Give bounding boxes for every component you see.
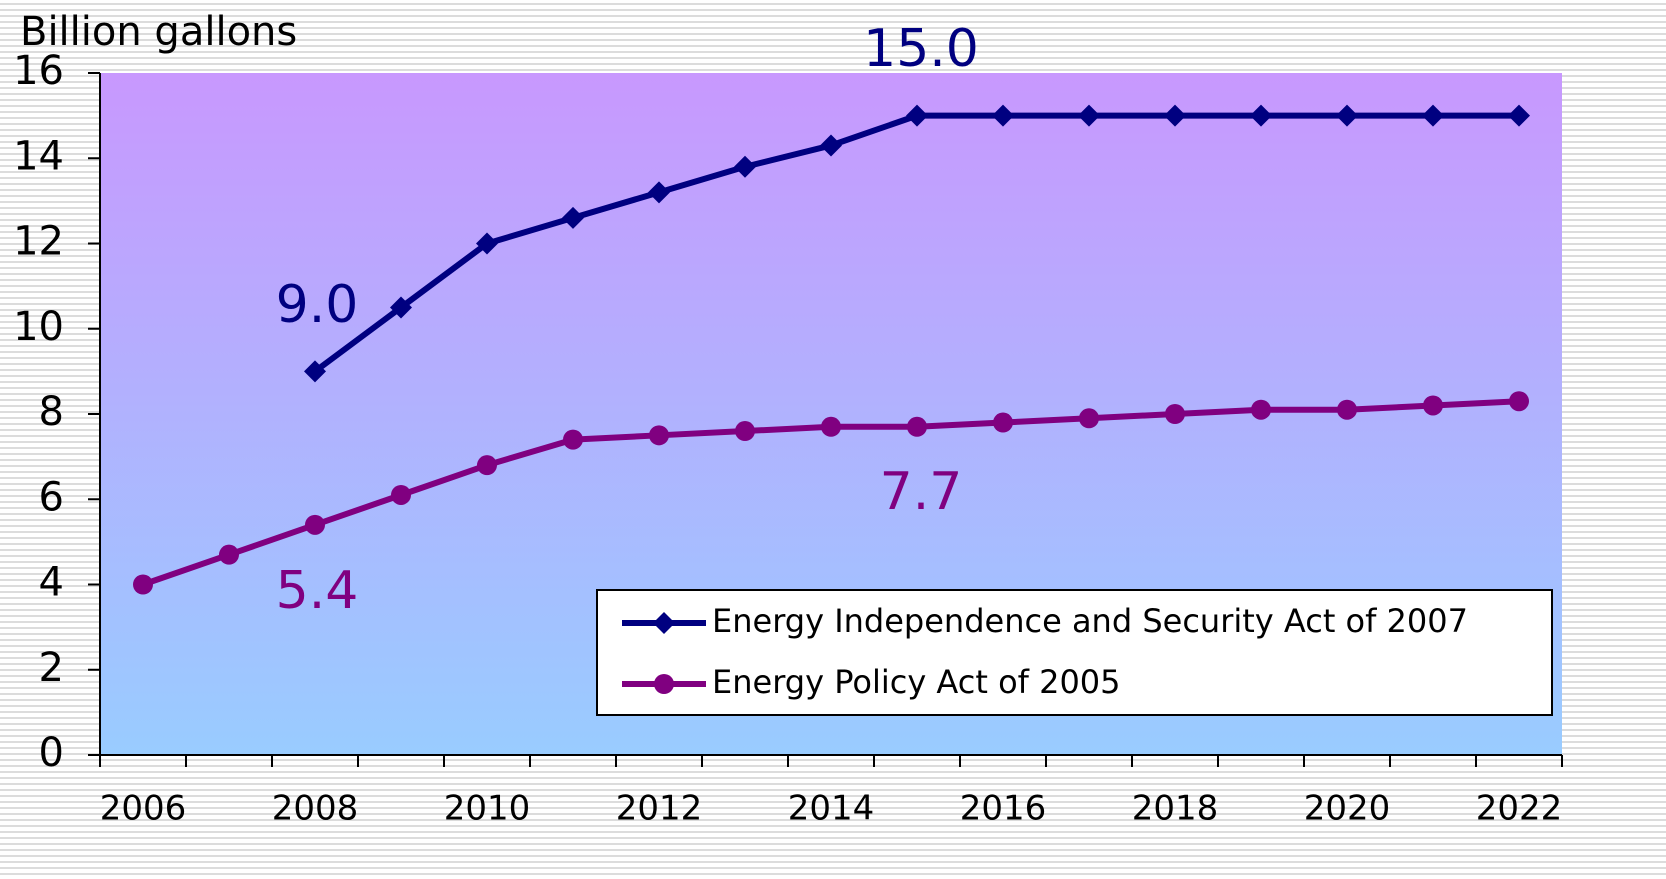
data-point bbox=[1250, 104, 1272, 127]
y-tick-label: 14 bbox=[13, 133, 64, 179]
legend-label: Energy Independence and Security Act of … bbox=[712, 602, 1468, 640]
data-point bbox=[477, 455, 497, 476]
data-point bbox=[391, 484, 411, 505]
y-tick-label: 8 bbox=[39, 389, 64, 435]
data-point bbox=[734, 155, 756, 178]
x-tick-label: 2018 bbox=[1132, 789, 1219, 829]
data-point bbox=[304, 360, 326, 383]
data-point bbox=[563, 429, 583, 450]
data-point bbox=[1078, 104, 1100, 127]
annotation: 9.0 bbox=[276, 275, 359, 335]
annotation: 7.7 bbox=[880, 462, 963, 522]
x-tick-label: 2010 bbox=[444, 789, 531, 829]
data-point bbox=[649, 425, 669, 446]
y-tick-label: 2 bbox=[39, 645, 64, 691]
x-tick-label: 2014 bbox=[788, 789, 875, 829]
data-point bbox=[390, 296, 412, 319]
data-point bbox=[1423, 395, 1443, 416]
data-point bbox=[906, 104, 928, 127]
data-point bbox=[1422, 104, 1444, 127]
data-point bbox=[1165, 404, 1185, 424]
annotation: 15.0 bbox=[863, 19, 979, 79]
y-tick-label: 12 bbox=[13, 219, 64, 265]
data-point bbox=[1251, 399, 1271, 420]
data-point bbox=[1164, 104, 1186, 127]
data-point bbox=[735, 421, 755, 442]
annotation: 5.4 bbox=[276, 561, 359, 621]
data-point bbox=[648, 181, 670, 204]
x-tick-label: 2006 bbox=[100, 789, 187, 829]
y-tick-label: 16 bbox=[13, 48, 64, 94]
data-point bbox=[1079, 408, 1099, 429]
data-point bbox=[1336, 104, 1358, 127]
y-axis-label: Billion gallons bbox=[20, 9, 297, 55]
legend-marker bbox=[653, 612, 675, 634]
data-point bbox=[821, 416, 841, 437]
x-tick-label: 2008 bbox=[272, 789, 359, 829]
data-point bbox=[1509, 391, 1529, 412]
data-point bbox=[1337, 399, 1357, 420]
data-point bbox=[562, 206, 584, 229]
x-tick-label: 2022 bbox=[1476, 789, 1563, 829]
y-tick-label: 0 bbox=[39, 730, 64, 776]
legend-box bbox=[596, 589, 1553, 716]
legend-marker bbox=[654, 674, 674, 694]
data-point bbox=[1508, 104, 1530, 127]
data-point bbox=[993, 412, 1013, 433]
data-point bbox=[305, 514, 325, 535]
data-point bbox=[133, 574, 153, 595]
data-point bbox=[219, 544, 239, 565]
x-tick-label: 2020 bbox=[1304, 789, 1391, 829]
data-point bbox=[476, 232, 498, 255]
y-tick-label: 6 bbox=[39, 474, 64, 520]
y-tick-label: 10 bbox=[13, 304, 64, 350]
y-tick-label: 4 bbox=[39, 560, 64, 606]
legend-label: Energy Policy Act of 2005 bbox=[712, 663, 1121, 701]
data-point bbox=[907, 416, 927, 437]
x-tick-label: 2012 bbox=[616, 789, 703, 829]
data-point bbox=[820, 134, 842, 157]
x-tick-label: 2016 bbox=[960, 789, 1047, 829]
data-point bbox=[992, 104, 1014, 127]
